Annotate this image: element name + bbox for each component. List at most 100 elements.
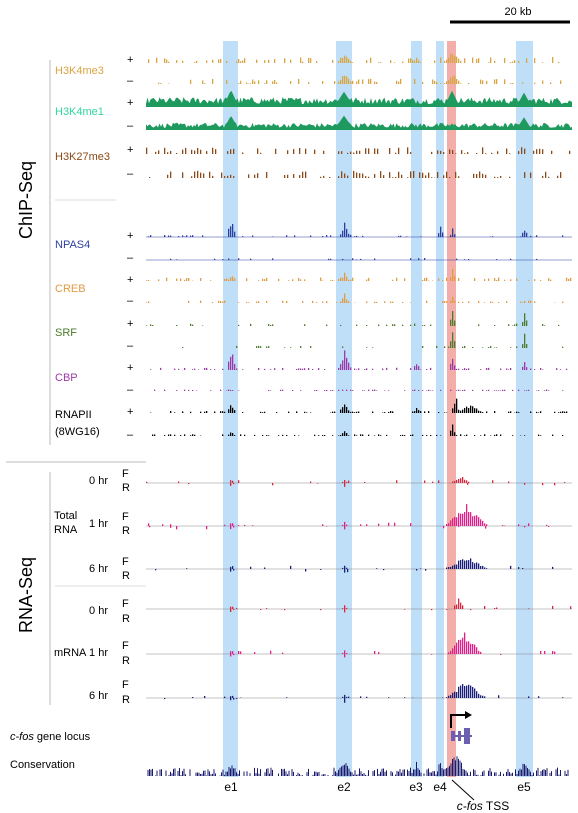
rna-total-1hr-r: R xyxy=(122,525,130,537)
strand-plus-h3k27me3: + xyxy=(127,144,133,156)
strand-plus-rnapii: + xyxy=(127,406,133,418)
tss-label-italic: c-fos xyxy=(457,799,483,813)
enhancer-label-e1: e1 xyxy=(224,780,238,794)
strand-minus-npas4: – xyxy=(127,252,134,264)
enhancer-band-e5 xyxy=(516,41,533,777)
enhancer-label-e3: e3 xyxy=(409,780,423,794)
gene-exon-2 xyxy=(458,731,461,741)
srf-plus-signal xyxy=(146,311,560,326)
rna-total-0hr-r: R xyxy=(122,482,130,494)
track-label-h3k4me3: H3K4me3 xyxy=(55,65,104,77)
rna-track-labels: Total RNA 0 hr F R 1 hr F R 6 hr F R mRN… xyxy=(54,468,130,706)
rna-total-0hr-f: F xyxy=(122,468,129,480)
strand-plus-srf: + xyxy=(127,318,133,330)
h3k4me1-minus-signal xyxy=(146,115,572,130)
h3k27me3-plus-signal xyxy=(146,147,571,154)
conservation-signal xyxy=(147,756,569,776)
chip-track-labels: H3K4me3 H3K4me1 H3K27me3 NPAS4 CREB SRF … xyxy=(55,65,110,438)
rnapii-plus-signal xyxy=(150,398,568,413)
c-fos-gene-model xyxy=(450,711,472,744)
rna-total-6hr-time: 6 hr xyxy=(89,563,108,575)
rna-mrna-6hr-r: R xyxy=(122,694,130,706)
enhancer-label-e4: e4 xyxy=(433,780,447,794)
track-label-h3k4me1: H3K4me1 xyxy=(55,106,104,118)
rna-mrna-0hr-r: R xyxy=(122,613,130,625)
rna-seq-section-label: RNA-Seq xyxy=(16,557,36,633)
rna-mrna-1hr-time: 1 hr xyxy=(89,647,108,659)
tss-arrowhead xyxy=(465,711,472,719)
enhancer-labels: e1 e2 e3 e4 e5 xyxy=(224,780,531,794)
enhancer-label-e5: e5 xyxy=(517,780,531,794)
strand-plus-h3k4me1: + xyxy=(127,97,133,109)
tss-arrow xyxy=(450,714,466,728)
chip-seq-section-label: ChIP-Seq xyxy=(16,161,36,239)
strand-minus-h3k4me3: – xyxy=(127,75,134,87)
strand-minus-cbp: – xyxy=(127,384,134,396)
gene-locus-label: c-fos gene locus xyxy=(10,731,91,743)
track-label-creb: CREB xyxy=(55,283,86,295)
track-label-npas4: NPAS4 xyxy=(55,239,90,251)
creb-minus-signal xyxy=(146,293,564,303)
strand-plus-npas4: + xyxy=(127,230,133,242)
rna-total-0hr-forward-signal xyxy=(146,477,566,483)
track-label-rnapii: RNAPII xyxy=(55,409,92,421)
tss-label-rest: TSS xyxy=(483,799,509,813)
rna-mrna-0hr-time: 0 hr xyxy=(89,605,108,617)
cbp-minus-signal xyxy=(154,389,564,391)
rna-mrna-1hr-f: F xyxy=(122,640,129,652)
strand-minus-creb: – xyxy=(127,295,134,307)
gene-exon-1 xyxy=(451,731,455,741)
h3k4me1-plus-signal xyxy=(146,90,572,107)
strand-minus-h3k27me3: – xyxy=(127,168,134,180)
rna-total-label-2: RNA xyxy=(54,524,78,536)
track-label-srf: SRF xyxy=(55,327,77,339)
rna-mrna-0hr-f: F xyxy=(122,598,129,610)
rna-total-6hr-f: F xyxy=(122,556,129,568)
creb-plus-signal xyxy=(146,269,572,281)
strand-plus-h3k4me3: + xyxy=(127,54,133,66)
track-label-cbp: CBP xyxy=(55,372,78,384)
gene-exon-3 xyxy=(464,728,470,744)
strand-plus-creb: + xyxy=(127,274,133,286)
gene-locus-italic: c-fos xyxy=(10,731,34,743)
rna-mrna-6hr-f: F xyxy=(122,679,129,691)
strand-plus-cbp: + xyxy=(127,362,133,374)
enhancer-band-e4 xyxy=(436,41,444,777)
tss-pointer-line xyxy=(451,779,475,801)
rnapii-minus-signal xyxy=(152,424,564,436)
cbp-plus-signal xyxy=(150,350,568,370)
track-label-h3k27me3: H3K27me3 xyxy=(55,151,110,163)
rna-mrna-1hr-reverse-signal xyxy=(230,654,502,658)
rna-total-0hr-time: 0 hr xyxy=(89,475,108,487)
strand-minus-rnapii: – xyxy=(127,429,134,441)
rna-total-6hr-forward-signal xyxy=(186,558,554,569)
rna-total-label: Total xyxy=(54,510,77,522)
track-label-rnapii-antibody: (8WG16) xyxy=(55,426,100,438)
enhancer-label-e2: e2 xyxy=(337,780,351,794)
signal-tracks xyxy=(146,53,572,776)
h3k27me3-minus-signal xyxy=(149,170,562,178)
rna-total-6hr-reverse-signal xyxy=(155,569,427,573)
rna-total-0hr-reverse-signal xyxy=(188,483,556,487)
strand-signs: + – + – + – + – + – + – + – + – xyxy=(127,54,134,441)
conservation-label: Conservation xyxy=(10,759,75,771)
rna-mrna-0hr-reverse-signal xyxy=(230,609,472,613)
rna-total-1hr-f: F xyxy=(122,511,129,523)
rna-mrna-label: mRNA xyxy=(54,647,87,659)
rna-total-1hr-time: 1 hr xyxy=(89,518,108,530)
rna-mrna-1hr-r: R xyxy=(122,655,130,667)
h3k4me3-minus-signal xyxy=(158,75,562,84)
h3k4me3-plus-signal xyxy=(148,53,560,63)
rna-total-6hr-r: R xyxy=(122,570,130,582)
rna-mrna-1hr-forward-signal xyxy=(230,632,556,654)
rna-mrna-6hr-reverse-signal xyxy=(164,698,346,703)
tss-band xyxy=(447,41,456,777)
strand-minus-h3k4me1: – xyxy=(127,120,134,132)
rna-mrna-6hr-time: 6 hr xyxy=(89,690,108,702)
tss-label: c-fos TSS xyxy=(457,799,509,813)
npas4-plus-signal xyxy=(148,222,564,237)
gene-locus-rest: gene locus xyxy=(34,731,91,743)
rna-mrna-6hr-forward-signal xyxy=(192,684,564,698)
srf-minus-signal xyxy=(182,332,564,348)
